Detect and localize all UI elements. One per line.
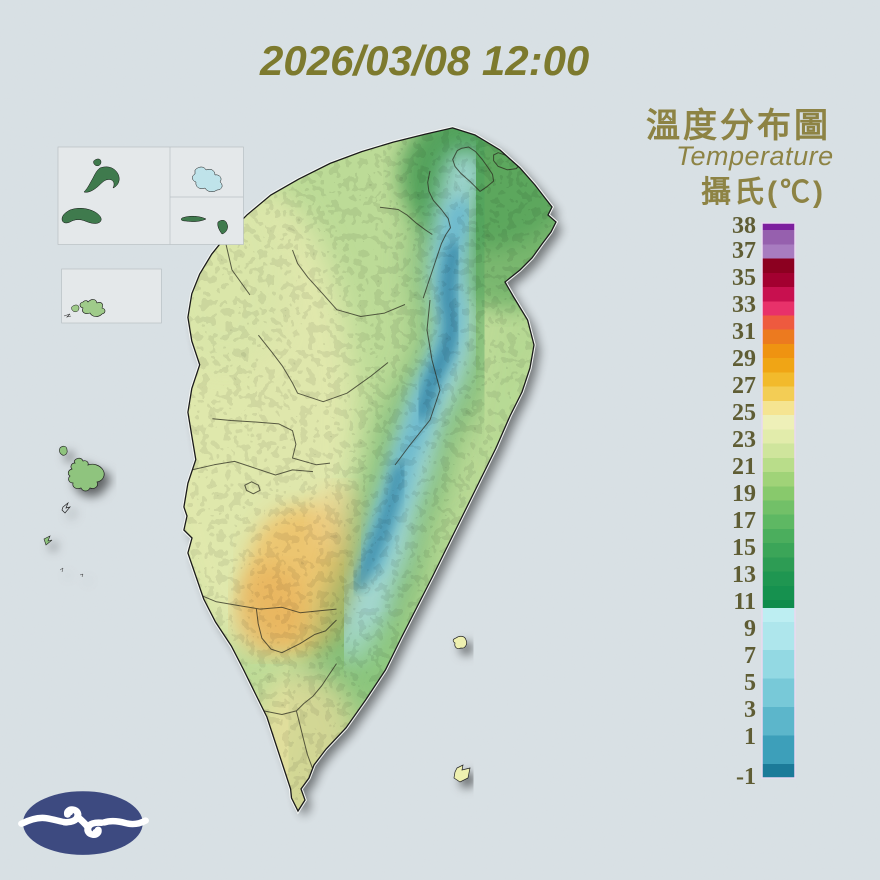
svg-text:1: 1 [744, 724, 756, 750]
svg-text:19: 19 [732, 481, 756, 507]
svg-text:11: 11 [733, 589, 756, 615]
svg-text:31: 31 [732, 319, 756, 345]
svg-text:29: 29 [732, 346, 756, 372]
svg-text:7: 7 [744, 643, 756, 669]
svg-text:17: 17 [732, 508, 756, 534]
svg-text:13: 13 [732, 562, 756, 588]
svg-text:2026/03/08 12:00: 2026/03/08 12:00 [259, 37, 589, 84]
svg-text:33: 33 [732, 292, 756, 318]
svg-text:-1: -1 [736, 764, 756, 790]
svg-text:21: 21 [732, 454, 756, 480]
svg-text:25: 25 [732, 400, 756, 426]
svg-text:35: 35 [732, 265, 756, 291]
svg-text:3: 3 [744, 697, 756, 723]
svg-text:5: 5 [744, 670, 756, 696]
svg-text:37: 37 [732, 238, 756, 264]
svg-text:Temperature: Temperature [676, 141, 834, 171]
svg-text:27: 27 [732, 373, 756, 399]
svg-text:溫度分布圖: 溫度分布圖 [646, 107, 831, 145]
svg-text:23: 23 [732, 427, 756, 453]
svg-text:9: 9 [744, 616, 756, 642]
svg-text:攝氏(℃): 攝氏(℃) [701, 176, 826, 209]
svg-text:38: 38 [732, 213, 756, 239]
svg-text:15: 15 [732, 535, 756, 561]
